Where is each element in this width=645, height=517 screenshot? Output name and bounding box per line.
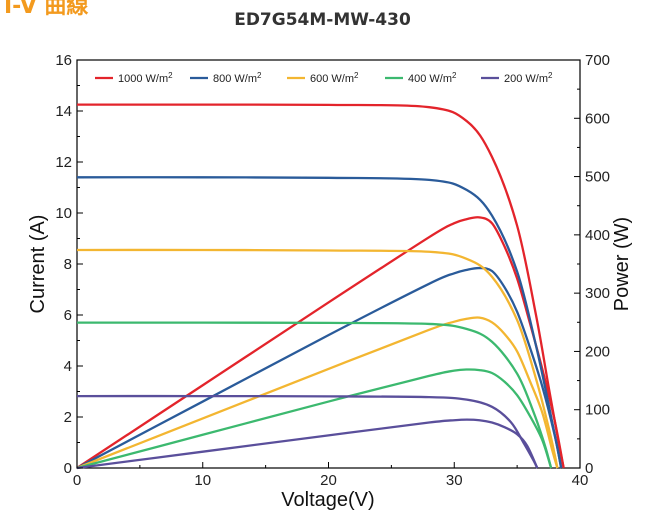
plot-frame bbox=[76, 59, 581, 469]
legend-label: 800 W/m2 bbox=[213, 71, 262, 85]
y-tick-label: 10 bbox=[55, 205, 72, 222]
y-tick-label: 0 bbox=[64, 460, 72, 477]
y-tick-label: 12 bbox=[55, 154, 72, 171]
y2-tick-label: 100 bbox=[585, 402, 610, 419]
x-axis: 0 10 20 30 40 bbox=[73, 462, 589, 489]
current-curve-2 bbox=[76, 248, 559, 469]
y-tick-label: 8 bbox=[64, 256, 72, 273]
y2-tick-label: 700 bbox=[585, 52, 610, 69]
y-axis-title: Current (A) bbox=[27, 215, 49, 314]
y-tick-label: 4 bbox=[64, 358, 72, 375]
y-tick-label: 16 bbox=[55, 52, 72, 69]
power-curve-1 bbox=[76, 266, 563, 470]
x-tick-label: 0 bbox=[73, 472, 81, 489]
current-curve-1 bbox=[76, 176, 563, 469]
y2-axis-title: Power (W) bbox=[611, 217, 633, 311]
legend: 1000 W/m2 800 W/m2 600 W/m2 400 W/m2 200 W/m… bbox=[95, 71, 553, 85]
y2-tick-label: 300 bbox=[585, 285, 610, 302]
y2-tick-label: 400 bbox=[585, 227, 610, 244]
legend-label: 400 W/m2 bbox=[408, 71, 457, 85]
power-curve-4 bbox=[76, 418, 539, 470]
y-tick-label: 6 bbox=[64, 307, 72, 324]
y-tick-label: 2 bbox=[64, 409, 72, 426]
legend-label: 1000 W/m2 bbox=[118, 71, 173, 85]
x-tick-label: 10 bbox=[194, 472, 211, 489]
power-curve-3 bbox=[76, 368, 553, 470]
x-tick-label: 30 bbox=[446, 472, 463, 489]
legend-label: 600 W/m2 bbox=[310, 71, 359, 85]
legend-label: 200 W/m2 bbox=[504, 71, 553, 85]
x-axis-title: Voltage(V) bbox=[281, 489, 374, 511]
x-tick-label: 40 bbox=[572, 472, 589, 489]
current-curve-0 bbox=[76, 103, 565, 469]
section-heading: I-V 曲線 bbox=[4, 0, 89, 19]
current-curve-4 bbox=[76, 394, 539, 469]
y2-tick-label: 200 bbox=[585, 343, 610, 360]
y-axis-left: 0 2 4 6 8 10 12 14 16 bbox=[55, 52, 83, 477]
y-tick-label: 14 bbox=[55, 103, 72, 120]
chart-model-title: ED7G54M-MW-430 bbox=[234, 10, 411, 30]
power-curve-2 bbox=[76, 316, 559, 470]
y2-tick-label: 600 bbox=[585, 110, 610, 127]
y-axis-right: 0 100 200 300 400 500 600 700 bbox=[574, 52, 610, 477]
curves-layer bbox=[76, 103, 565, 470]
x-tick-label: 20 bbox=[320, 472, 337, 489]
current-curve-3 bbox=[76, 321, 553, 469]
y2-tick-label: 0 bbox=[585, 460, 593, 477]
y2-tick-label: 500 bbox=[585, 169, 610, 186]
